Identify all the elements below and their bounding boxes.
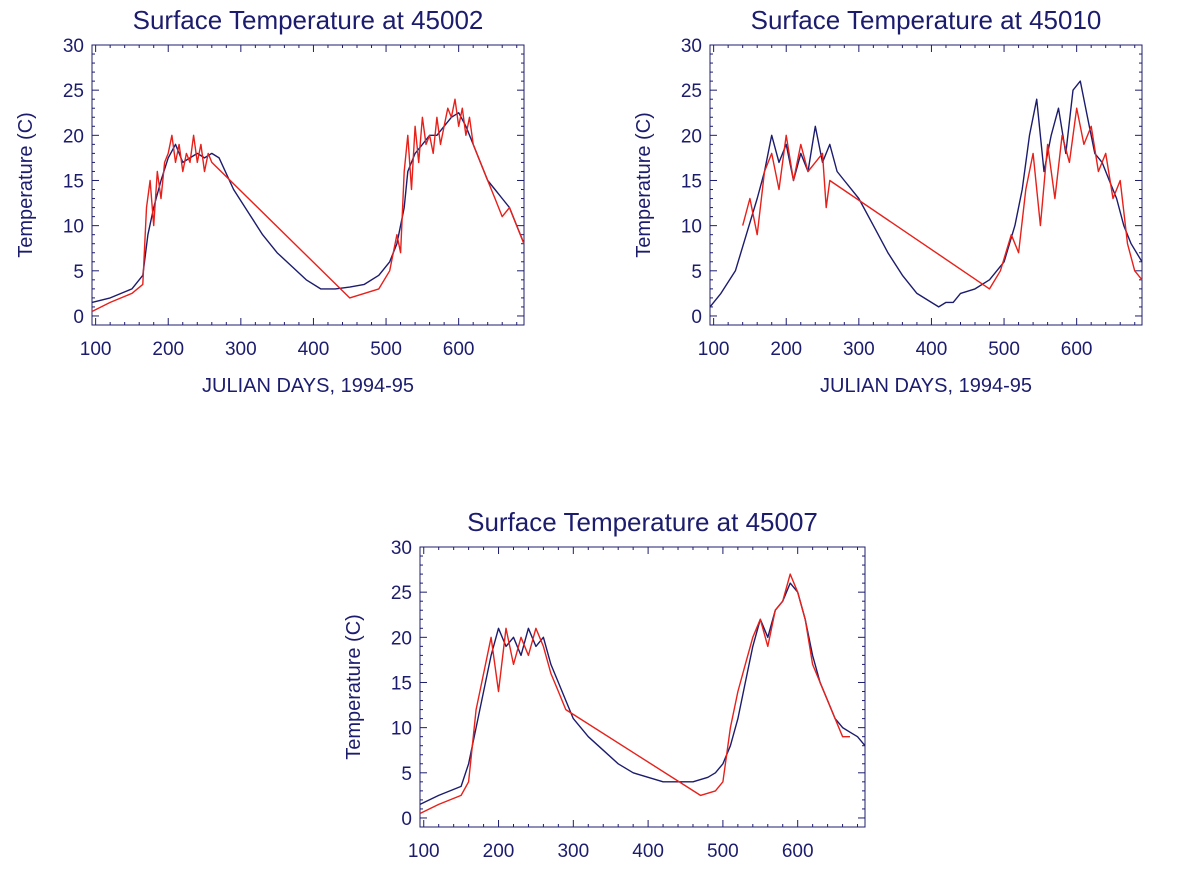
y-axis-label: Temperature (C) xyxy=(633,112,655,258)
y-tick-label: 5 xyxy=(73,262,84,283)
x-tick-label: 500 xyxy=(707,841,739,862)
y-axis-label: Temperature (C) xyxy=(343,614,365,760)
x-tick-label: 400 xyxy=(298,339,330,360)
y-tick-label: 20 xyxy=(391,628,412,649)
x-axis-label: JULIAN DAYS, 1994-95 xyxy=(202,375,414,397)
x-tick-label: 500 xyxy=(988,339,1020,360)
series-line-red xyxy=(419,573,850,815)
x-tick-label: 100 xyxy=(698,339,730,360)
y-tick-label: 0 xyxy=(73,307,84,328)
x-tick-label: 200 xyxy=(483,841,515,862)
chart-title: Surface Temperature at 45010 xyxy=(751,5,1102,35)
x-tick-label: 200 xyxy=(770,339,802,360)
x-tick-label: 300 xyxy=(225,339,257,360)
chart-panel-45002: Surface Temperature at 45002 0 5 10 15 20 25 30… xyxy=(0,0,560,410)
x-tick-label: 100 xyxy=(408,841,440,862)
x-tick-label: 600 xyxy=(782,841,814,862)
chart-title: Surface Temperature at 45007 xyxy=(467,507,818,537)
plot-frame xyxy=(91,44,525,326)
chart-svg-45002: Surface Temperature at 45002 0 5 10 15 20 25 30… xyxy=(15,5,525,397)
plot-frame xyxy=(709,44,1143,326)
x-tick-label: 400 xyxy=(632,841,664,862)
y-tick-label: 20 xyxy=(63,126,84,147)
x-axis-label: JULIAN DAYS, 1994-95 xyxy=(820,375,1032,397)
y-tick-label: 20 xyxy=(681,126,702,147)
y-tick-label: 5 xyxy=(401,764,412,785)
chart-panel-45010: Surface Temperature at 45010 0 5 10 15 20 25 30… xyxy=(615,0,1175,410)
series-line-blue xyxy=(91,111,525,304)
y-tick-label: 0 xyxy=(401,809,412,830)
chart-title: Surface Temperature at 45002 xyxy=(133,5,484,35)
x-tick-label: 600 xyxy=(443,339,475,360)
y-tick-label: 25 xyxy=(63,81,84,102)
series-line-blue xyxy=(709,80,1143,308)
y-tick-label: 15 xyxy=(681,171,702,192)
y-tick-label: 0 xyxy=(691,307,702,328)
y-tick-label: 30 xyxy=(681,36,702,57)
x-tick-label: 100 xyxy=(80,339,112,360)
chart-panel-45007: Surface Temperature at 45007 0 5 10 15 20 25 30… xyxy=(330,495,890,870)
series-line-blue xyxy=(419,582,866,806)
y-tick-label: 10 xyxy=(681,217,702,238)
y-tick-label: 5 xyxy=(691,262,702,283)
chart-svg-45010: Surface Temperature at 45010 0 5 10 15 20 25 30… xyxy=(633,5,1143,397)
y-tick-label: 15 xyxy=(391,673,412,694)
y-tick-label: 10 xyxy=(63,217,84,238)
y-tick-label: 10 xyxy=(391,719,412,740)
x-tick-label: 300 xyxy=(557,841,589,862)
series-line-red xyxy=(742,107,1143,290)
x-tick-label: 300 xyxy=(843,339,875,360)
chart-svg-45007: Surface Temperature at 45007 0 5 10 15 20 25 30… xyxy=(343,507,866,862)
y-tick-label: 30 xyxy=(63,36,84,57)
series-line-red xyxy=(91,98,525,313)
x-tick-label: 200 xyxy=(152,339,184,360)
plot-frame xyxy=(419,546,866,828)
y-tick-label: 25 xyxy=(681,81,702,102)
y-tick-label: 15 xyxy=(63,171,84,192)
y-tick-label: 25 xyxy=(391,583,412,604)
x-tick-label: 400 xyxy=(916,339,948,360)
y-tick-label: 30 xyxy=(391,538,412,559)
y-axis-label: Temperature (C) xyxy=(15,112,37,258)
x-tick-label: 600 xyxy=(1061,339,1093,360)
x-tick-label: 500 xyxy=(370,339,402,360)
